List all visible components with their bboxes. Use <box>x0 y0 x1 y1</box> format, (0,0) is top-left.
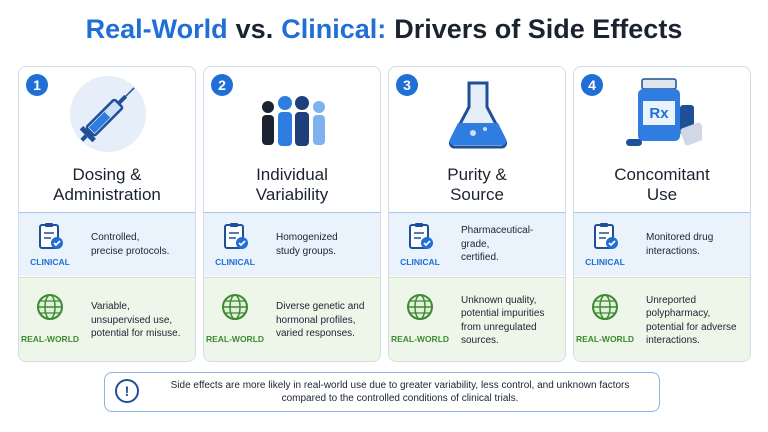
text-line: interactions. <box>646 245 700 257</box>
real-world-text: Unreported polypharmacy, potential for adv… <box>646 278 746 361</box>
text-line: Monitored drug <box>646 232 714 243</box>
text-line: Variable, <box>91 301 130 313</box>
note-box: ! Side effects are more likely in real-w… <box>104 372 660 412</box>
text-line: Unreported <box>646 294 697 306</box>
card-number: 3 <box>396 74 418 96</box>
card-title-line: Concomitant <box>614 165 710 184</box>
card-title: Dosing & Administration <box>19 165 195 205</box>
clinical-row: CLINICAL Pharmaceutical-grade, certified. <box>389 212 565 276</box>
real-world-text: Diverse genetic and hormonal profiles, var… <box>276 278 376 361</box>
card-icon <box>254 75 332 153</box>
note-line: Side effects are more likely in real-wor… <box>170 380 630 391</box>
real-world-icon <box>590 292 620 322</box>
card-title-line: Administration <box>53 185 161 204</box>
real-world-row: REAL-WORLD Diverse genetic and hormonal pr… <box>204 277 380 361</box>
card: 2 Individual Variability CLINICAL Homogenize… <box>203 66 381 362</box>
card-title: Purity & Source <box>389 165 565 205</box>
note-line: compared to the controlled conditions of… <box>281 393 519 404</box>
text-line: sources. <box>461 335 499 346</box>
icon-graphic <box>70 76 146 152</box>
real-world-text: Variable, unsupervised use, potential for … <box>91 278 191 361</box>
card-icon <box>69 75 147 153</box>
card: 4 Rx Concomitant Use CLINICAL Monitored drug i… <box>573 66 751 362</box>
real-world-label: REAL-WORLD <box>20 334 80 344</box>
card-title-line: Individual <box>256 165 328 184</box>
card-title: Concomitant Use <box>574 165 750 205</box>
text-line: polypharmacy, <box>646 308 711 319</box>
clinical-label: CLINICAL <box>400 257 440 267</box>
note-text: Side effects are more likely in real-wor… <box>149 373 651 411</box>
card: 3 Purity & Source CLINICAL Pharmaceutical-gr… <box>388 66 566 362</box>
text-line: interactions. <box>646 335 700 346</box>
real-world-icon <box>220 292 250 322</box>
clinical-text: Pharmaceutical-grade, certified. <box>461 213 561 276</box>
card-title-line: Use <box>646 185 678 204</box>
text-line: potential impurities <box>461 308 545 319</box>
real-world-icon <box>35 292 65 322</box>
text-line: Pharmaceutical-grade, <box>461 225 534 250</box>
real-world-label: REAL-WORLD <box>390 334 450 344</box>
text-line: Controlled, <box>91 232 140 243</box>
title-part: Real-World <box>85 14 228 44</box>
card-title-line: Dosing & <box>72 165 142 184</box>
clinical-text: Monitored drug interactions. <box>646 213 746 276</box>
clinical-row: CLINICAL Homogenized study groups. <box>204 212 380 276</box>
clinical-icon <box>405 221 435 251</box>
real-world-label: REAL-WORLD <box>575 334 635 344</box>
title-part: Drivers of Side Effects <box>394 14 683 44</box>
text-line: hormonal profiles, <box>276 314 356 326</box>
title-part: Clinical: <box>281 14 387 44</box>
clinical-label: CLINICAL <box>215 257 255 267</box>
real-world-text: Unknown quality, potential impurities from… <box>461 278 561 361</box>
clinical-icon <box>35 221 65 251</box>
text-line: Unknown quality, <box>461 294 537 306</box>
svg-text:Rx: Rx <box>649 105 669 122</box>
icon-graphic: Rx <box>626 78 706 146</box>
card-title-line: Purity & <box>447 165 507 184</box>
card-title: Individual Variability <box>204 165 380 205</box>
text-line: unsupervised use, <box>91 314 173 326</box>
text-line: study groups. <box>276 245 337 257</box>
clinical-label: CLINICAL <box>30 257 70 267</box>
real-world-row: REAL-WORLD Variable, unsupervised use, pote… <box>19 277 195 361</box>
page-title: Real-World vs. Clinical: Drivers of Side Ef… <box>0 14 768 45</box>
clinical-icon <box>590 221 620 251</box>
clinical-text: Homogenized study groups. <box>276 213 376 276</box>
card: 1 Dosing & Administration CLINICAL Controlle… <box>18 66 196 362</box>
icon-graphic <box>262 96 325 146</box>
clinical-text: Controlled, precise protocols. <box>91 213 191 276</box>
card-number: 1 <box>26 74 48 96</box>
text-line: Homogenized <box>276 232 338 243</box>
text-line: certified. <box>461 252 499 264</box>
card-title-line: Source <box>450 185 504 204</box>
text-line: potential for adverse <box>646 321 737 333</box>
clinical-icon <box>220 221 250 251</box>
card-number: 4 <box>581 74 603 96</box>
note-icon: ! <box>115 379 139 403</box>
title-part: vs. <box>235 14 274 44</box>
card-icon: Rx <box>624 75 706 153</box>
clinical-label: CLINICAL <box>585 257 625 267</box>
real-world-row: REAL-WORLD Unreported polypharmacy, potenti… <box>574 277 750 361</box>
real-world-icon <box>405 292 435 322</box>
text-line: Diverse genetic and <box>276 301 365 313</box>
icon-graphic <box>448 81 508 149</box>
card-icon <box>439 75 517 153</box>
card-number: 2 <box>211 74 233 96</box>
text-line: from unregulated <box>461 321 537 333</box>
text-line: potential for misuse. <box>91 328 181 340</box>
clinical-row: CLINICAL Monitored drug interactions. <box>574 212 750 276</box>
text-line: precise protocols. <box>91 245 170 257</box>
real-world-label: REAL-WORLD <box>205 334 265 344</box>
real-world-row: REAL-WORLD Unknown quality, potential impu… <box>389 277 565 361</box>
clinical-row: CLINICAL Controlled, precise protocols. <box>19 212 195 276</box>
card-title-line: Variability <box>255 185 329 204</box>
text-line: varied responses. <box>276 328 355 340</box>
